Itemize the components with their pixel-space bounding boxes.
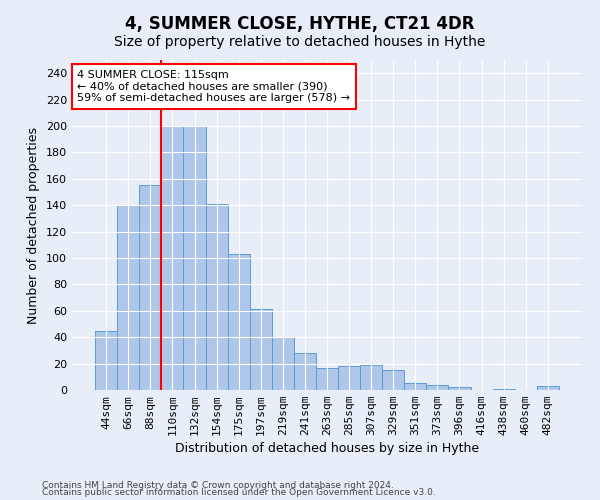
Bar [493,388,515,390]
Y-axis label: Number of detached properties: Number of detached properties [28,126,40,324]
Text: Contains HM Land Registry data © Crown copyright and database right 2024.: Contains HM Land Registry data © Crown c… [42,480,394,490]
Bar [316,368,338,390]
Bar [227,254,250,390]
Bar [95,330,117,390]
Text: Contains public sector information licensed under the Open Government Licence v3: Contains public sector information licen… [42,488,436,497]
Text: 4 SUMMER CLOSE: 115sqm
← 40% of detached houses are smaller (390)
59% of semi-de: 4 SUMMER CLOSE: 115sqm ← 40% of detached… [77,70,350,103]
Text: 4, SUMMER CLOSE, HYTHE, CT21 4DR: 4, SUMMER CLOSE, HYTHE, CT21 4DR [125,15,475,33]
Bar [338,366,360,390]
Bar [139,186,161,390]
Bar [360,365,382,390]
Bar [272,337,294,390]
Bar [404,384,427,390]
Bar [117,205,139,390]
Bar [250,310,272,390]
Bar [427,384,448,390]
X-axis label: Distribution of detached houses by size in Hythe: Distribution of detached houses by size … [175,442,479,456]
Bar [161,126,184,390]
Bar [184,126,206,390]
Bar [448,388,470,390]
Bar [537,386,559,390]
Bar [294,353,316,390]
Bar [206,204,227,390]
Text: Size of property relative to detached houses in Hythe: Size of property relative to detached ho… [115,35,485,49]
Bar [382,370,404,390]
